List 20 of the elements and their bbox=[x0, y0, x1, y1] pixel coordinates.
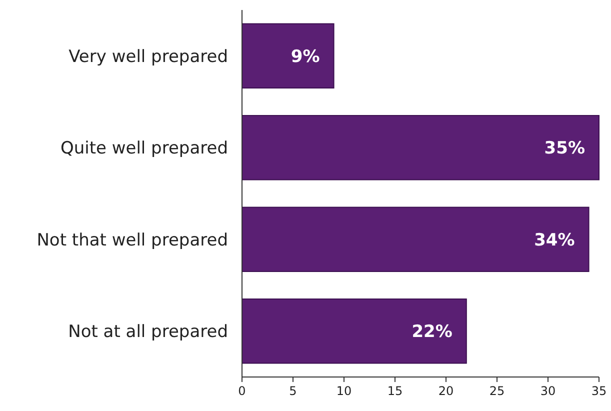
x-tick-label: 25 bbox=[489, 384, 505, 398]
y-tick-label: Quite well prepared bbox=[60, 138, 228, 159]
bar bbox=[242, 298, 467, 364]
data-label: 35% bbox=[544, 138, 585, 159]
y-tick-label: Not at all prepared bbox=[68, 322, 228, 342]
x-tick-label: 5 bbox=[289, 384, 297, 398]
data-label: 34% bbox=[534, 230, 575, 250]
x-tick-label: 35 bbox=[591, 384, 607, 398]
x-tick-label: 15 bbox=[387, 384, 403, 398]
bar bbox=[242, 23, 334, 88]
bar bbox=[242, 115, 600, 180]
data-label: 9% bbox=[290, 46, 320, 67]
y-tick-label: Not that well prepared bbox=[36, 230, 228, 250]
x-tick-label: 0 bbox=[238, 384, 246, 398]
x-tick-label: 20 bbox=[438, 384, 454, 398]
bar bbox=[242, 206, 590, 272]
data-label: 22% bbox=[412, 322, 452, 342]
x-tick-label: 30 bbox=[540, 384, 556, 398]
x-tick-label: 10 bbox=[336, 384, 352, 398]
y-tick-label: Very well prepared bbox=[68, 46, 228, 67]
